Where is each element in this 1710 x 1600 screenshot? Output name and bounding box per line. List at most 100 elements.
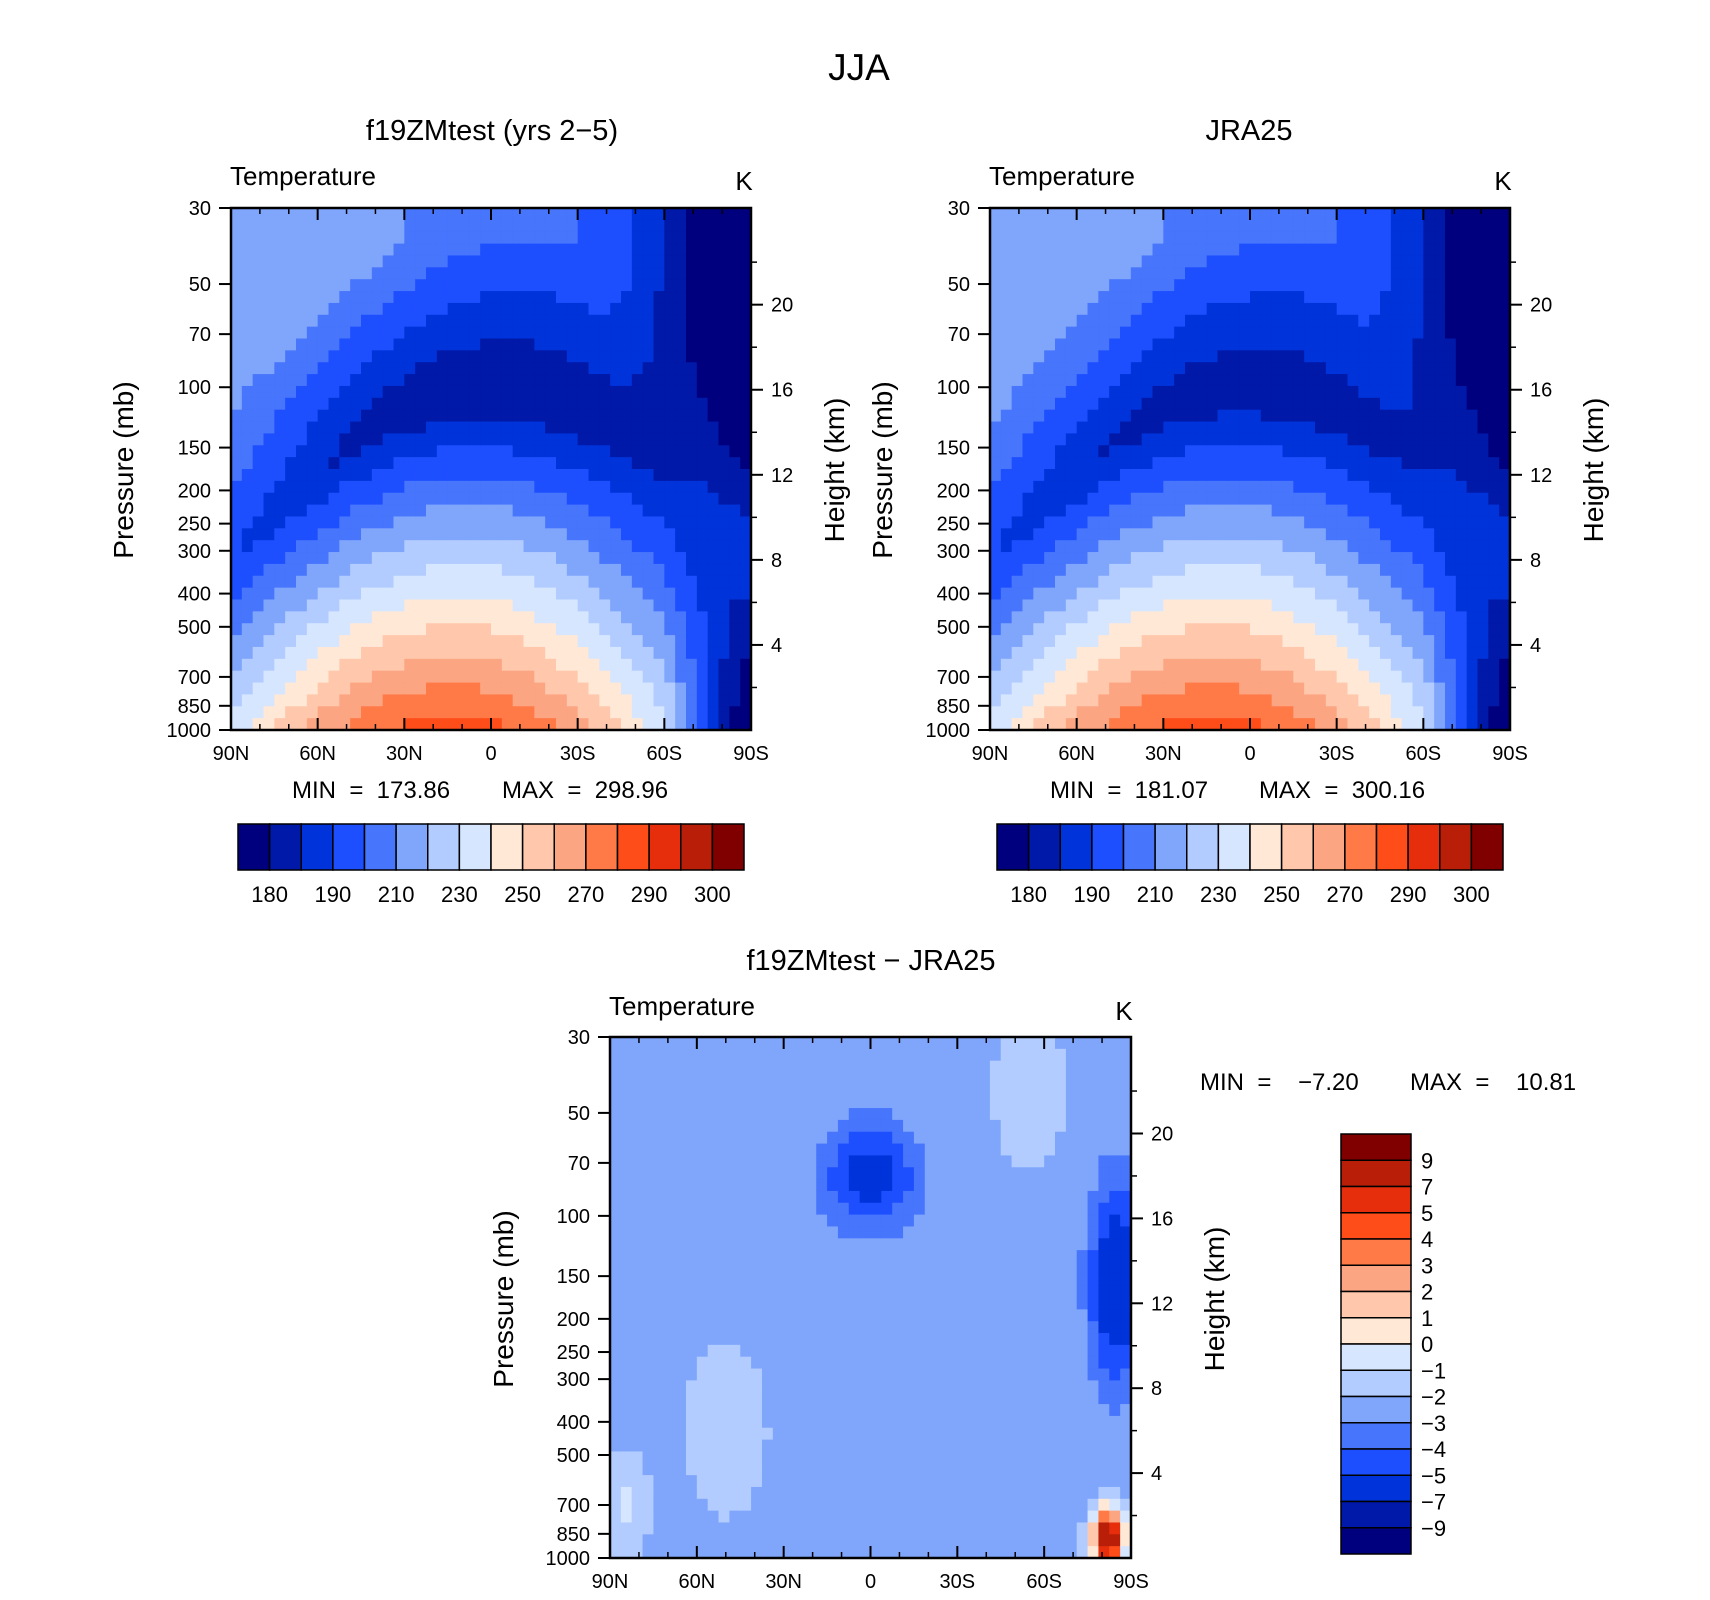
contour-cell <box>588 374 600 387</box>
contour-cell <box>1282 374 1294 387</box>
contour-cell <box>1022 291 1034 304</box>
contour-cell <box>1477 338 1489 351</box>
contour-cell <box>436 267 449 280</box>
contour-cell <box>350 457 362 470</box>
contour-cell <box>1109 208 1121 221</box>
contour-cell <box>415 623 427 636</box>
contour-cell <box>566 397 579 411</box>
contour-cell <box>729 528 741 541</box>
contour-cell <box>1217 480 1229 494</box>
contour-cell <box>1423 670 1435 684</box>
contour-cell <box>729 682 741 696</box>
contour-cell <box>675 1546 687 1559</box>
contour-cell <box>621 208 633 221</box>
contour-cell <box>393 433 405 446</box>
contour-cell <box>1477 623 1489 636</box>
contour-cell <box>1120 409 1132 423</box>
contour-cell <box>729 1238 741 1251</box>
contour-cell <box>447 409 460 423</box>
contour-cell <box>285 599 297 612</box>
contour-cell <box>426 575 438 589</box>
contour-cell <box>1477 599 1489 612</box>
contour-cell <box>631 1309 644 1322</box>
contour-cell <box>263 385 275 399</box>
contour-cell <box>1282 219 1294 233</box>
contour-cell <box>577 267 590 280</box>
contour-cell <box>729 1226 741 1239</box>
contour-cell <box>1185 397 1197 411</box>
contour-cell <box>231 540 243 553</box>
contour-cell <box>1065 243 1078 257</box>
contour-cell <box>296 540 308 553</box>
contour-cell <box>642 563 655 577</box>
contour-cell <box>1011 374 1024 387</box>
contour-cell <box>371 658 384 672</box>
contour-cell <box>1152 421 1164 435</box>
contour-cell <box>685 1108 698 1121</box>
contour-cell <box>534 682 546 696</box>
contour-cell <box>1282 302 1294 316</box>
contour-cell <box>675 314 687 328</box>
contour-cell <box>328 718 340 731</box>
contour-cell <box>1347 267 1359 280</box>
contour-cell <box>1347 385 1359 399</box>
contour-cell <box>1293 682 1305 696</box>
contour-cell <box>642 718 655 731</box>
contour-cell <box>534 516 546 529</box>
contour-cell <box>545 623 557 636</box>
contour-cell <box>436 397 449 411</box>
contour-cell <box>1466 540 1479 553</box>
contour-cell <box>447 587 460 601</box>
contour-cell <box>1206 457 1219 470</box>
contour-cell <box>469 219 481 233</box>
contour-cell <box>1109 706 1121 719</box>
contour-cell <box>685 1179 698 1192</box>
contour-cell <box>252 635 265 648</box>
contour-cell <box>306 563 319 577</box>
contour-cell <box>1185 682 1197 696</box>
contour-cell <box>686 706 698 719</box>
contour-cell <box>350 528 362 541</box>
contour-cell <box>1109 623 1121 636</box>
contour-cell <box>1087 635 1099 648</box>
contour-cell <box>729 445 741 458</box>
contour-cell <box>231 314 243 328</box>
contour-cell <box>610 1404 622 1417</box>
contour-cell <box>317 397 330 411</box>
contour-cell <box>556 623 568 636</box>
contour-cell <box>1174 658 1186 672</box>
contour-cell <box>436 338 449 351</box>
contour-cell <box>1445 504 1457 518</box>
contour-cell <box>1455 219 1468 233</box>
contour-cell <box>415 421 427 435</box>
contour-cell <box>1325 255 1338 268</box>
contour-cell <box>610 1534 622 1547</box>
contour-cell <box>642 1486 655 1500</box>
contour-cell <box>718 374 730 387</box>
contour-cell <box>426 457 438 470</box>
contour-cell <box>382 338 395 351</box>
contour-cell <box>306 528 319 541</box>
contour-cell <box>480 540 492 553</box>
contour-cell <box>1044 563 1056 577</box>
contour-cell <box>1315 528 1327 541</box>
contour-cell <box>480 611 492 624</box>
contour-cell <box>1347 658 1359 672</box>
x-tick-label: 60N <box>299 743 336 765</box>
contour-cell <box>1347 374 1359 387</box>
contour-cell <box>1499 718 1511 731</box>
contour-cell <box>1195 670 1208 684</box>
contour-cell <box>664 397 676 411</box>
contour-cell <box>436 599 449 612</box>
contour-cell <box>306 599 319 612</box>
contour-cell <box>621 504 633 518</box>
contour-cell <box>545 646 557 660</box>
contour-cell <box>1477 267 1489 280</box>
contour-cell <box>415 350 427 363</box>
contour-cell <box>599 291 611 304</box>
contour-cell <box>285 291 297 304</box>
contour-cell <box>1228 350 1240 363</box>
contour-cell <box>696 1226 709 1239</box>
contour-cell <box>1195 338 1208 351</box>
contour-cell <box>675 1108 687 1121</box>
